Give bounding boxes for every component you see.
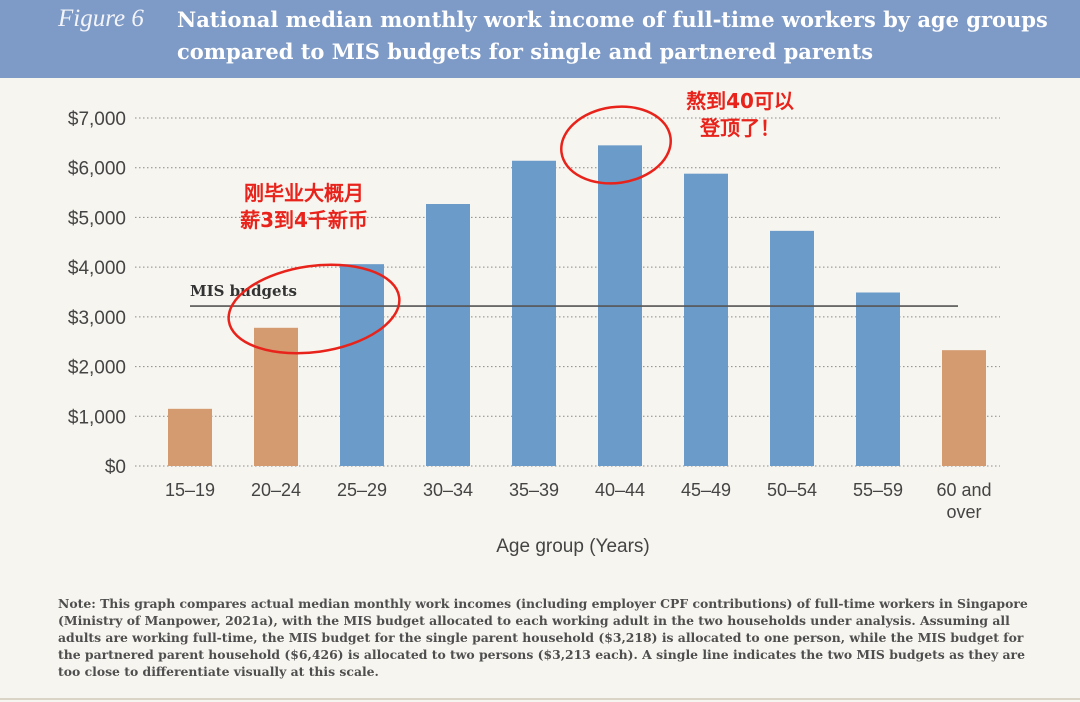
bar [340,264,384,466]
y-tick-label: $4,000 [68,258,126,279]
bar-chart: $0 $1,000 $2,000 $3,000 $4,000 $5,000 $6,000 $7… [68,89,1000,557]
annotation-text: 熬到40可以 [686,89,794,113]
y-tick-label: $7,000 [68,109,126,130]
bar [942,350,986,466]
y-tick-label: $3,000 [68,308,126,329]
y-tick-label: $5,000 [68,208,126,229]
bar [168,408,212,466]
x-tick-label: 30–34 [423,480,473,500]
x-axis-label: Age group (Years) [496,536,650,557]
bar [770,230,814,466]
y-tick-label: $0 [105,457,126,478]
x-tick-label: 60 and over [936,480,991,522]
annotation-circle [227,263,401,355]
bar [856,292,900,466]
figure-note: Note: This graph compares actual median … [58,596,1028,679]
annotation-text: 刚毕业大概月 [244,181,364,205]
annotation-circle [560,105,672,185]
bar [684,173,728,466]
figure-label: Figure 6 [58,5,144,32]
y-tick-label: $6,000 [68,159,126,180]
x-tick-label: 40–44 [595,480,645,500]
bar [426,204,470,466]
figure-title: National median monthly work income of f… [177,7,1048,64]
x-tick-label: 35–39 [509,480,559,500]
figure-header: Figure 6 National median monthly work in… [0,0,1080,78]
x-tick-label: 45–49 [681,480,731,500]
x-tick-label: 20–24 [251,480,301,500]
bar [512,160,556,467]
bottom-divider [0,698,1080,700]
y-tick-label: $1,000 [68,407,126,428]
annotation-text: 登顶了！ [699,116,780,140]
x-tick-label: 15–19 [165,480,215,500]
x-tick-label: 50–54 [767,480,817,500]
x-tick-label: 25–29 [337,480,387,500]
y-tick-label: $2,000 [68,358,126,379]
x-tick-label: 55–59 [853,480,903,500]
annotation-text: 薪3到4千新币 [240,208,368,232]
